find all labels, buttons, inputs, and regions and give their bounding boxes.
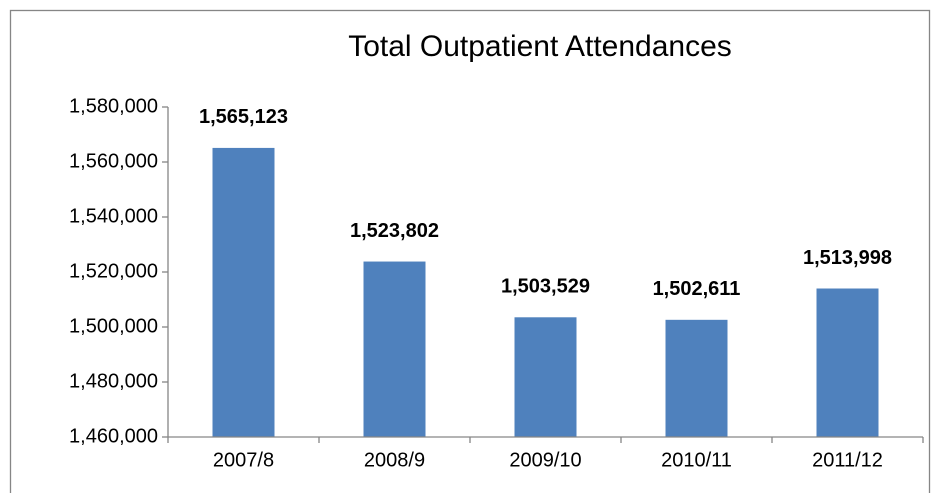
value-label: 1,513,998 bbox=[803, 247, 892, 269]
y-tick-label: 1,540,000 bbox=[69, 205, 158, 227]
y-tick-label: 1,560,000 bbox=[69, 150, 158, 172]
bar bbox=[816, 288, 879, 437]
bar bbox=[665, 319, 728, 437]
value-label: 1,565,123 bbox=[199, 106, 288, 128]
chart-frame bbox=[9, 9, 931, 493]
x-tick-label: 2011/12 bbox=[812, 449, 883, 471]
value-label: 1,523,802 bbox=[350, 220, 439, 242]
y-tick-label: 1,500,000 bbox=[69, 315, 158, 337]
x-tick-label: 2010/11 bbox=[661, 449, 732, 471]
value-label: 1,503,529 bbox=[501, 276, 590, 298]
value-label: 1,502,611 bbox=[653, 278, 741, 300]
x-tick-label: 2007/8 bbox=[213, 449, 274, 471]
chart-title: Total Outpatient Attendances bbox=[348, 30, 732, 63]
bar bbox=[363, 261, 426, 437]
bar bbox=[212, 147, 275, 437]
x-tick-label: 2009/10 bbox=[509, 449, 581, 471]
y-tick-label: 1,460,000 bbox=[69, 425, 158, 447]
x-tick-label: 2008/9 bbox=[364, 449, 425, 471]
bar bbox=[514, 317, 577, 437]
y-tick-label: 1,580,000 bbox=[69, 95, 158, 117]
y-tick-label: 1,520,000 bbox=[69, 260, 158, 282]
y-tick-label: 1,480,000 bbox=[69, 370, 158, 392]
